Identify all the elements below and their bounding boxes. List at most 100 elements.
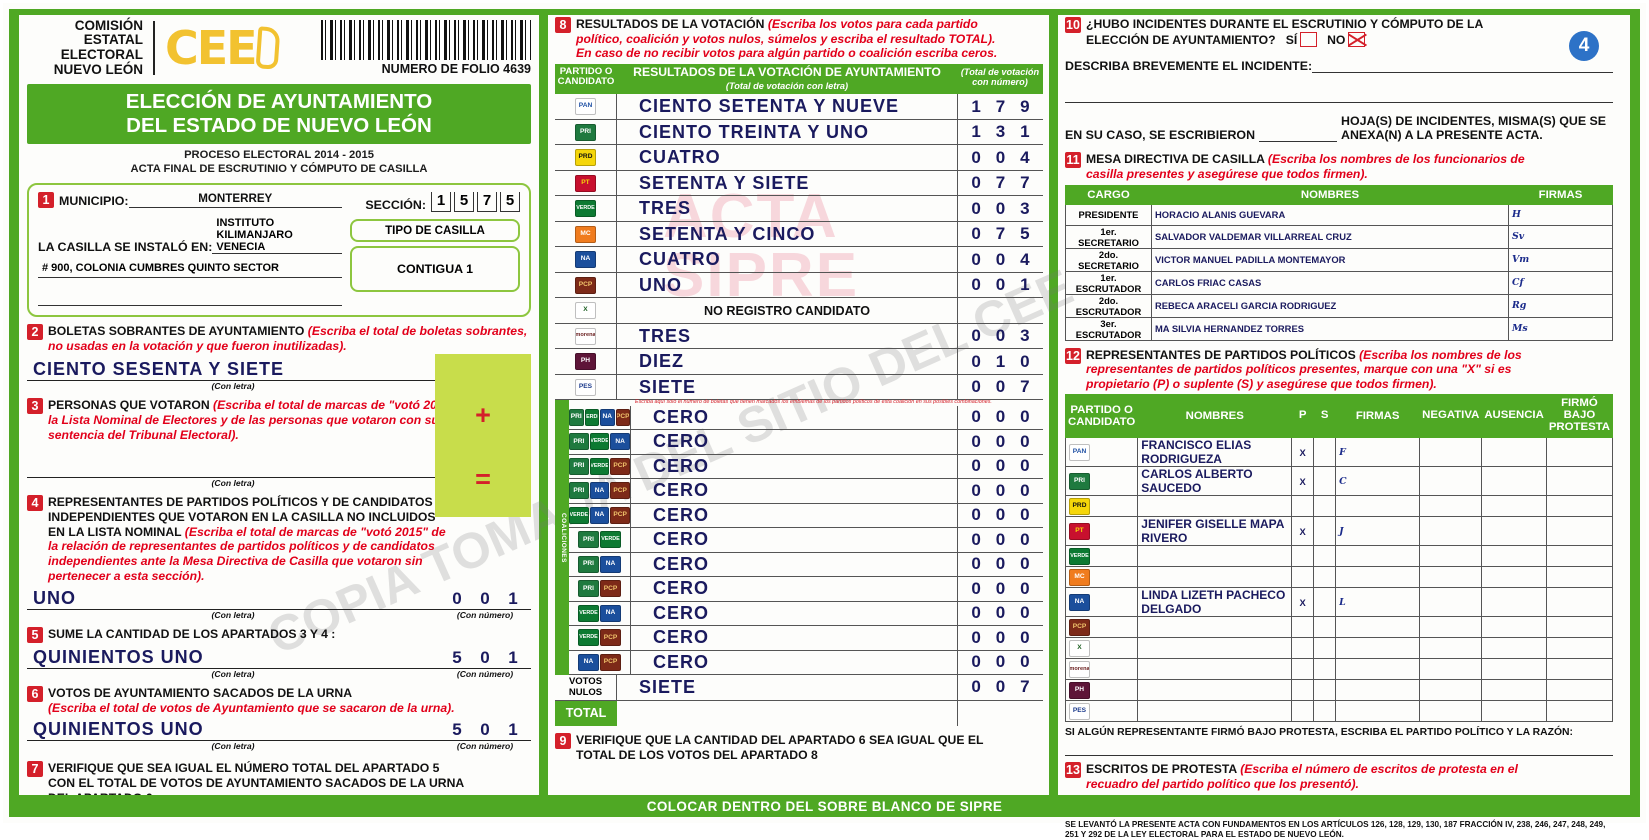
result-row[interactable]: PRI CIENTO TREINTA Y UNO 1 3 1: [555, 119, 1043, 146]
mesa-firma[interactable]: Ms: [1508, 316, 1613, 341]
coalition-row[interactable]: NA PCP CERO 0 0 0: [569, 650, 1043, 676]
representante-propietario-mark[interactable]: [1291, 545, 1315, 568]
representante-row[interactable]: NA LINDA LIZETH PACHECO DELGADO X L: [1064, 587, 1614, 618]
representante-row[interactable]: VERDE: [1064, 545, 1614, 568]
representante-suplente-mark[interactable]: [1313, 566, 1337, 589]
representante-row[interactable]: PRI CARLOS ALBERTO SAUCEDO X C: [1064, 466, 1614, 497]
section-4-answer[interactable]: UNO 0 0 1: [27, 588, 531, 611]
representante-firma[interactable]: C: [1335, 466, 1421, 497]
representante-suplente-mark[interactable]: [1313, 616, 1337, 639]
representante-propietario-mark[interactable]: X: [1291, 466, 1315, 497]
representante-propietario-mark[interactable]: [1291, 658, 1315, 681]
protesta-input[interactable]: [1065, 742, 1613, 757]
representante-suplente-mark[interactable]: [1313, 495, 1337, 518]
representante-ausencia[interactable]: [1481, 437, 1547, 468]
describa-input[interactable]: [1312, 59, 1613, 74]
representante-firmo-protesta[interactable]: [1545, 466, 1614, 497]
representante-firma[interactable]: [1335, 700, 1421, 723]
coalition-row[interactable]: PRI NA PCP CERO 0 0 0: [569, 479, 1043, 504]
representante-row[interactable]: PH: [1064, 679, 1614, 702]
representante-suplente-mark[interactable]: [1313, 587, 1337, 618]
municipio-field[interactable]: MONTERREY: [128, 192, 342, 209]
mesa-directiva-row[interactable]: 2do. SECRETARIO VICTOR MANUEL PADILLA MON…: [1065, 247, 1613, 272]
representante-firmo-protesta[interactable]: [1545, 545, 1614, 568]
representante-firmo-protesta[interactable]: [1545, 495, 1614, 518]
si-checkbox[interactable]: [1300, 31, 1318, 47]
representante-ausencia[interactable]: [1481, 466, 1547, 497]
representante-propietario-mark[interactable]: [1291, 566, 1315, 589]
representante-propietario-mark[interactable]: [1291, 637, 1315, 660]
mesa-directiva-row[interactable]: 1er. ESCRUTADOR CARLOS FRIAC CASAS Cf: [1065, 270, 1613, 295]
domicilio-field-1[interactable]: INSTITUTO KILIMANJARO VENECIA: [212, 217, 342, 255]
representante-propietario-mark[interactable]: [1291, 679, 1315, 702]
hojas-input[interactable]: [1259, 128, 1338, 143]
representante-row[interactable]: PT JENIFER GISELLE MAPA RIVERO X J: [1064, 516, 1614, 547]
representante-suplente-mark[interactable]: [1313, 545, 1337, 568]
coalition-row[interactable]: VERDE PCP CERO 0 0 0: [569, 626, 1043, 651]
coalition-row[interactable]: VERDE NA PCP CERO 0 0 0: [569, 503, 1043, 529]
representante-ausencia[interactable]: [1481, 545, 1547, 568]
section-5-answer[interactable]: QUINIENTOS UNO 5 0 1: [27, 647, 531, 670]
representante-propietario-mark[interactable]: [1291, 616, 1315, 639]
section-6-answer[interactable]: QUINIENTOS UNO 5 0 1: [27, 719, 531, 742]
representante-firmo-protesta[interactable]: [1545, 616, 1614, 639]
result-row[interactable]: X NO REGISTRO CANDIDATO: [555, 298, 1043, 324]
representante-suplente-mark[interactable]: [1313, 679, 1337, 702]
representante-firmo-protesta[interactable]: [1545, 587, 1614, 618]
representante-ausencia[interactable]: [1481, 700, 1547, 723]
mesa-firma[interactable]: Cf: [1508, 270, 1613, 295]
representante-ausencia[interactable]: [1481, 679, 1547, 702]
representante-suplente-mark[interactable]: [1313, 437, 1337, 468]
representante-negativa[interactable]: [1419, 700, 1483, 723]
representante-row[interactable]: PRD: [1064, 495, 1614, 518]
representante-firmo-protesta[interactable]: [1545, 700, 1614, 723]
representante-firma[interactable]: [1335, 495, 1421, 518]
representante-negativa[interactable]: [1419, 466, 1483, 497]
no-checkbox[interactable]: [1348, 31, 1366, 47]
representante-negativa[interactable]: [1419, 516, 1483, 547]
coalition-row[interactable]: PRIVERDENAPCPCERO000: [569, 405, 1043, 431]
mesa-firma[interactable]: Rg: [1508, 293, 1613, 318]
representante-firmo-protesta[interactable]: [1545, 437, 1614, 468]
representante-suplente-mark[interactable]: [1313, 658, 1337, 681]
representante-firma[interactable]: [1335, 566, 1421, 589]
representante-negativa[interactable]: [1419, 679, 1483, 702]
representante-firma[interactable]: [1335, 545, 1421, 568]
representante-negativa[interactable]: [1419, 437, 1483, 468]
representante-suplente-mark[interactable]: [1313, 516, 1337, 547]
representante-ausencia[interactable]: [1481, 616, 1547, 639]
domicilio-field-2[interactable]: # 900, COLONIA CUMBRES QUINTO SECTOR: [38, 262, 342, 279]
mesa-directiva-row[interactable]: 2do. ESCRUTADOR REBECA ARACELI GARCIA ROD…: [1065, 293, 1613, 318]
representante-negativa[interactable]: [1419, 587, 1483, 618]
representante-firmo-protesta[interactable]: [1545, 679, 1614, 702]
representante-row[interactable]: morena: [1064, 658, 1614, 681]
representante-row[interactable]: PCP: [1064, 616, 1614, 639]
representante-propietario-mark[interactable]: [1291, 495, 1315, 518]
representante-propietario-mark[interactable]: X: [1291, 516, 1315, 547]
coalition-row[interactable]: PRI VERDE CERO 0 0 0: [569, 528, 1043, 553]
representante-ausencia[interactable]: [1481, 566, 1547, 589]
representante-suplente-mark[interactable]: [1313, 700, 1337, 723]
result-row[interactable]: PRD CUATRO 0 0 4: [555, 145, 1043, 171]
representante-propietario-mark[interactable]: [1291, 700, 1315, 723]
representante-row[interactable]: PES: [1064, 700, 1614, 723]
seccion-digits[interactable]: 1 5 7 5: [431, 192, 520, 213]
representante-row[interactable]: MC: [1064, 566, 1614, 589]
mesa-firma[interactable]: Vm: [1508, 247, 1613, 272]
describa-input-2[interactable]: [1065, 89, 1613, 104]
result-row[interactable]: PT SETENTA Y SIETE 0 7 7: [555, 170, 1043, 197]
representante-ausencia[interactable]: [1481, 516, 1547, 547]
representante-negativa[interactable]: [1419, 658, 1483, 681]
representante-propietario-mark[interactable]: X: [1291, 587, 1315, 618]
representante-firma[interactable]: [1335, 658, 1421, 681]
mesa-directiva-row[interactable]: 3er. ESCRUTADOR MA SILVIA HERNANDEZ TORRE…: [1065, 316, 1613, 341]
representante-propietario-mark[interactable]: X: [1291, 437, 1315, 468]
total-row[interactable]: TOTAL: [555, 700, 1043, 727]
result-row[interactable]: PCP UNO 0 0 1: [555, 272, 1043, 299]
mesa-firma[interactable]: H: [1508, 203, 1613, 226]
coalition-row[interactable]: PRI NA CERO 0 0 0: [569, 552, 1043, 578]
representante-row[interactable]: PAN FRANCISCO ELIAS RODRIGUEZA X F: [1064, 437, 1614, 468]
representante-row[interactable]: X: [1064, 637, 1614, 660]
representante-firma[interactable]: [1335, 637, 1421, 660]
result-row[interactable]: PAN CIENTO SETENTA Y NUEVE 1 7 9: [555, 94, 1043, 120]
